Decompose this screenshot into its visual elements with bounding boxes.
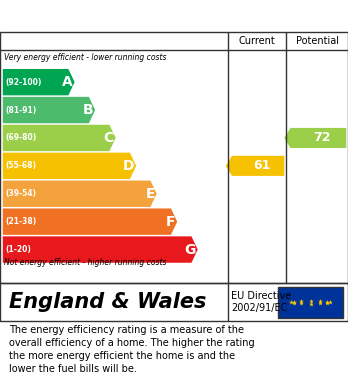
Text: E: E [145,187,155,201]
Text: B: B [83,103,93,117]
Polygon shape [3,236,198,263]
Text: EU Directive
2002/91/EC: EU Directive 2002/91/EC [231,291,292,313]
Text: A: A [62,75,73,89]
Polygon shape [3,181,157,207]
Text: The energy efficiency rating is a measure of the
overall efficiency of a home. T: The energy efficiency rating is a measur… [9,325,254,375]
Text: Potential: Potential [295,36,339,46]
Text: Very energy efficient - lower running costs: Very energy efficient - lower running co… [4,53,167,62]
Text: (1-20): (1-20) [5,245,31,254]
Text: 61: 61 [253,160,270,172]
Polygon shape [3,97,95,123]
Text: (92-100): (92-100) [5,78,42,87]
Polygon shape [284,128,346,148]
Polygon shape [3,208,177,235]
Polygon shape [3,125,116,151]
Text: (69-80): (69-80) [5,133,37,142]
Text: (21-38): (21-38) [5,217,37,226]
Text: 72: 72 [313,131,331,144]
Bar [278,287,343,317]
Polygon shape [3,152,136,179]
Text: (39-54): (39-54) [5,189,36,198]
Text: C: C [104,131,114,145]
Text: D: D [123,159,134,173]
Text: Not energy efficient - higher running costs: Not energy efficient - higher running co… [4,258,167,267]
Text: (55-68): (55-68) [5,161,36,170]
Text: (81-91): (81-91) [5,106,37,115]
Text: F: F [166,215,175,229]
Text: Energy Efficiency Rating: Energy Efficiency Rating [9,9,230,23]
Polygon shape [226,156,284,176]
Polygon shape [3,69,74,95]
Text: G: G [185,242,196,256]
Text: England & Wales: England & Wales [9,292,206,312]
Text: Current: Current [239,36,275,46]
